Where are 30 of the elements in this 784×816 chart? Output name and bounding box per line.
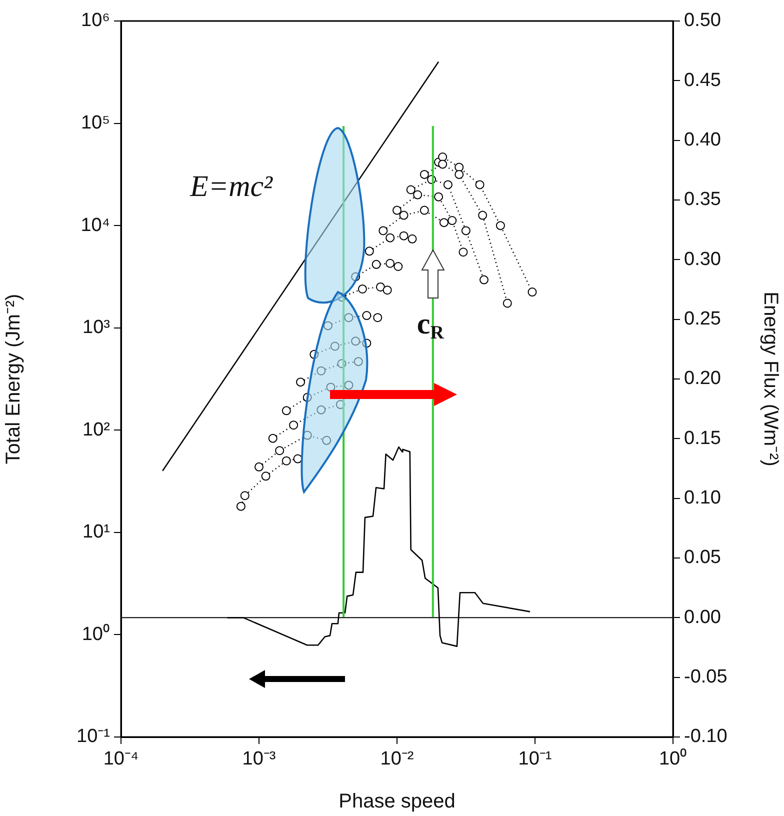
y-axis-title: Total Energy (Jm⁻²)	[2, 294, 25, 464]
y2-tick-label: 0.30	[684, 248, 721, 270]
annotation: E=mc²	[189, 170, 274, 203]
y2-tick-label: 0.25	[684, 308, 721, 330]
y-tick-label: 10¹	[82, 522, 110, 543]
y2-tick-label: 0.10	[684, 488, 721, 509]
y-tick-label: 10⁵	[80, 112, 110, 134]
y2-tick-label: 0.05	[684, 547, 721, 568]
y2-axis-title: Energy Flux (Wm⁻²)	[759, 292, 782, 466]
y-tick-label: 10²	[82, 419, 110, 440]
y2-tick-label: 0.20	[684, 368, 721, 390]
y-tick-label: 10⁻¹	[76, 726, 110, 748]
y-tick-label: 10⁰	[82, 622, 110, 645]
y-tick-label: 10³	[82, 317, 110, 338]
x-tick-label: 10⁻⁴	[103, 748, 139, 770]
y2-tick-label: 0.45	[684, 70, 721, 91]
y2-tick-label: -0.05	[684, 666, 728, 688]
x-tick-label: 10⁻³	[242, 748, 276, 770]
x-tick-label: 10⁰	[658, 748, 688, 770]
y2-tick-label: -0.10	[684, 726, 728, 748]
y2-tick-label: 0.15	[684, 428, 721, 449]
x-tick-label: 10⁻¹	[518, 748, 552, 770]
y2-tick-label: 0.50	[684, 10, 721, 32]
x-axis-title: Phase speed	[338, 790, 456, 813]
y2-tick-label: 0.00	[684, 606, 721, 628]
x-tick-label: 10⁻²	[380, 748, 414, 770]
y2-tick-label: 0.35	[684, 189, 721, 210]
y-tick-label: 10⁴	[80, 214, 110, 236]
y-tick-label: 10⁶	[81, 10, 110, 32]
y2-tick-label: 0.40	[684, 130, 721, 151]
